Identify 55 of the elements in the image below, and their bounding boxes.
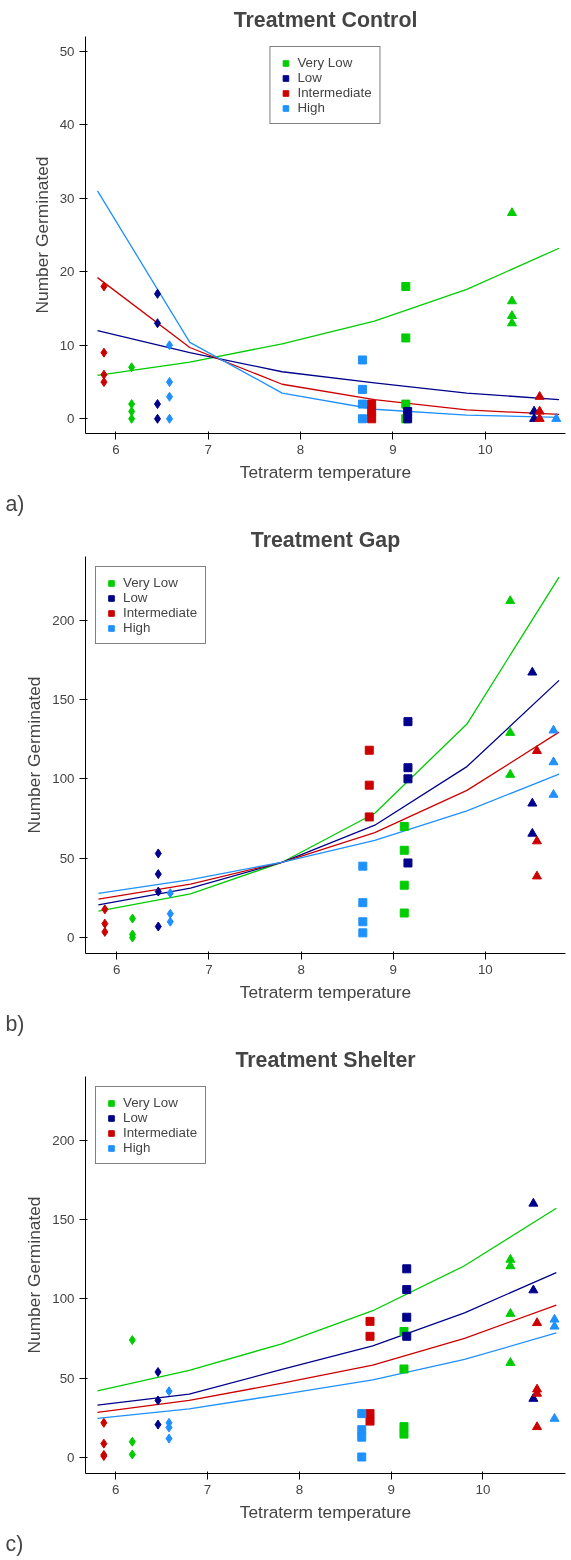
y-tick-label: 0 bbox=[67, 411, 75, 427]
y-tick-label: 100 bbox=[52, 1291, 75, 1307]
text: a) bbox=[5, 491, 25, 516]
y-tick-label: 200 bbox=[52, 612, 75, 628]
legend-label: Very Low bbox=[297, 55, 353, 70]
x-axis-title: Tetraterm temperature bbox=[239, 981, 412, 1002]
y-axis-title: Number Germinated bbox=[31, 156, 52, 314]
legend-label: Low bbox=[123, 590, 148, 605]
x-tick-label: 7 bbox=[203, 1481, 212, 1497]
x-tick-label: 9 bbox=[389, 961, 397, 977]
x-tick-label: 8 bbox=[296, 441, 305, 457]
legend-label: Low bbox=[123, 1110, 148, 1125]
y-tick-label: 100 bbox=[52, 771, 75, 787]
x-axis-title: Tetraterm temperature bbox=[239, 461, 412, 482]
legend-label: High bbox=[297, 100, 325, 115]
chart-title: Treatment Shelter bbox=[235, 1047, 416, 1072]
y-tick-label: 10 bbox=[59, 337, 75, 353]
x-tick-label: 9 bbox=[389, 441, 397, 457]
x-tick-label: 8 bbox=[295, 1481, 304, 1497]
y-tick-label: 200 bbox=[52, 1132, 75, 1148]
text: c) bbox=[5, 1531, 24, 1556]
y-tick-label: 50 bbox=[59, 850, 75, 866]
y-tick-label: 50 bbox=[59, 1370, 75, 1386]
x-tick-label: 6 bbox=[112, 1481, 120, 1497]
x-tick-label: 10 bbox=[477, 441, 493, 457]
legend-label: Very Low bbox=[123, 575, 178, 590]
chart-title: Treatment Control bbox=[233, 7, 418, 32]
y-tick-label: 50 bbox=[59, 43, 75, 59]
x-tick-label: 10 bbox=[477, 961, 493, 977]
y-tick-label: 0 bbox=[67, 930, 75, 946]
legend-label: High bbox=[123, 620, 151, 635]
x-tick-label: 9 bbox=[387, 1481, 395, 1497]
x-tick-label: 6 bbox=[112, 441, 120, 457]
legend-label: Very Low bbox=[123, 1095, 178, 1110]
legend-label: Low bbox=[297, 70, 322, 85]
legend-label: Intermediate bbox=[123, 605, 198, 620]
y-tick-label: 150 bbox=[52, 691, 75, 707]
x-tick-label: 8 bbox=[297, 961, 305, 977]
x-axis-title: Tetraterm temperature bbox=[239, 1501, 412, 1522]
y-tick-label: 150 bbox=[52, 1211, 75, 1227]
legend-label: Intermediate bbox=[297, 85, 372, 100]
x-tick-label: 7 bbox=[204, 441, 212, 457]
y-tick-label: 40 bbox=[59, 117, 75, 133]
legend-label: Intermediate bbox=[123, 1125, 198, 1140]
x-tick-label: 7 bbox=[205, 961, 213, 977]
x-tick-label: 10 bbox=[475, 1481, 491, 1497]
y-tick-label: 0 bbox=[67, 1450, 75, 1466]
y-axis-title: Number Germinated bbox=[24, 676, 45, 834]
y-axis-title: Number Germinated bbox=[24, 1196, 45, 1354]
y-tick-label: 30 bbox=[59, 190, 75, 206]
x-tick-label: 6 bbox=[113, 961, 121, 977]
chart-title: Treatment Gap bbox=[250, 527, 401, 552]
legend-label: High bbox=[123, 1140, 151, 1155]
text: b) bbox=[5, 1011, 25, 1036]
y-tick-label: 20 bbox=[59, 264, 75, 280]
